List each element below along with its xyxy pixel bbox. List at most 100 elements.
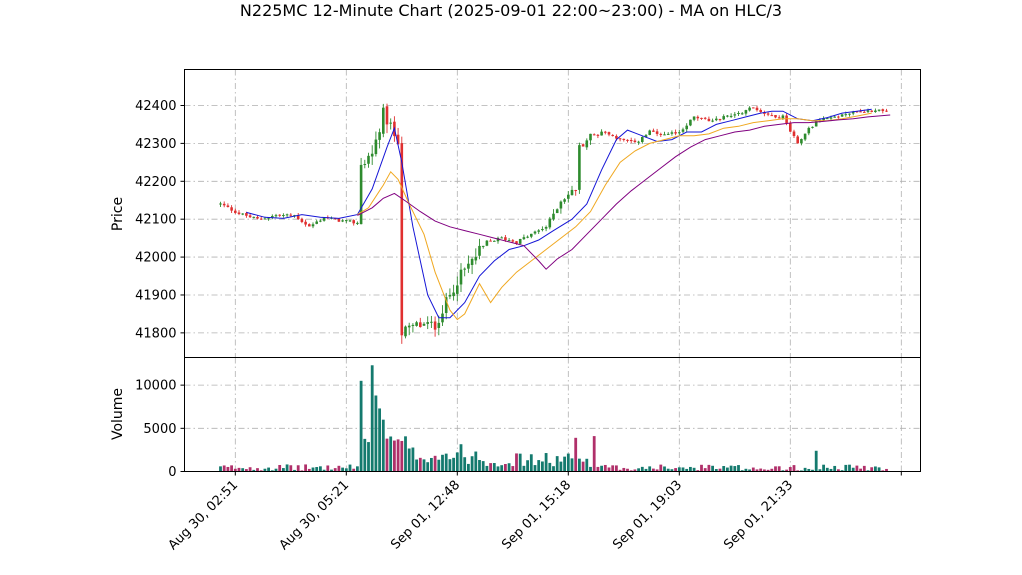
- volume-bar: [655, 469, 659, 472]
- candle-body: [522, 237, 526, 240]
- volume-bar: [455, 452, 459, 472]
- volume-bar: [803, 467, 807, 472]
- volume-bar: [407, 448, 411, 472]
- volume-bar: [615, 465, 618, 472]
- volume-bar: [666, 468, 670, 472]
- price-tick-label: 41800: [135, 326, 176, 341]
- volume-bar: [796, 470, 800, 472]
- volume-bar: [448, 459, 452, 472]
- volume-bar: [618, 469, 622, 472]
- candle-body: [607, 132, 611, 135]
- candle-body: [370, 153, 374, 157]
- candle-body: [382, 107, 385, 134]
- volume-bar: [811, 469, 814, 472]
- volume-tick-label: 0: [168, 465, 176, 480]
- volume-bar: [289, 465, 293, 472]
- volume-bar: [600, 465, 603, 472]
- candle-body: [419, 322, 422, 328]
- candle-body: [737, 112, 740, 114]
- candle-body: [537, 230, 540, 232]
- volume-bar: [714, 469, 718, 472]
- candle-body: [422, 323, 426, 326]
- candle-body: [752, 107, 755, 109]
- volume-bar: [259, 470, 263, 472]
- volume-bar: [541, 461, 544, 472]
- candle-body: [848, 113, 851, 115]
- candle-body: [282, 215, 285, 217]
- candle-body: [715, 118, 718, 121]
- candle-body: [777, 117, 781, 119]
- candle-body: [234, 210, 237, 213]
- candle-body: [796, 136, 799, 144]
- volume-bar: [422, 459, 426, 472]
- moving-average-line: [357, 112, 872, 321]
- volume-bar: [659, 464, 663, 472]
- volume-bar: [707, 464, 711, 472]
- volume-bars: [219, 365, 888, 472]
- volume-bar: [411, 447, 415, 472]
- volume-bar: [559, 461, 563, 472]
- candle-body: [504, 237, 507, 241]
- candle-body: [478, 245, 481, 256]
- candle-body: [866, 110, 870, 112]
- volume-bar: [751, 467, 755, 472]
- volume-bar: [533, 465, 537, 472]
- candle-body: [755, 107, 759, 111]
- volume-bar: [529, 454, 533, 472]
- volume-bar: [500, 465, 504, 472]
- volume-bar: [267, 467, 270, 472]
- volume-bar: [352, 468, 356, 472]
- volume-bar: [219, 466, 222, 472]
- volume-bar: [885, 468, 888, 472]
- candle-body: [256, 216, 259, 219]
- candle-body: [444, 297, 448, 313]
- price-tick-label: 42100: [135, 213, 176, 228]
- volume-bar: [611, 465, 615, 472]
- volume-bar: [792, 465, 796, 472]
- volume-bar: [389, 436, 393, 472]
- volume-bar: [840, 470, 844, 472]
- candle-body: [774, 114, 777, 118]
- volume-bar: [222, 465, 226, 472]
- volume-bar: [363, 438, 367, 472]
- candle-body: [574, 190, 577, 192]
- candle-body: [481, 245, 485, 247]
- candle-body: [652, 130, 655, 132]
- candle-body: [396, 134, 400, 145]
- candle-body: [689, 119, 692, 126]
- volume-bar: [829, 468, 833, 472]
- candle-body: [700, 117, 703, 119]
- volume-bar: [629, 470, 633, 472]
- candle-body: [770, 115, 774, 117]
- volume-bar: [237, 467, 241, 472]
- candle-body: [792, 131, 796, 137]
- candle-body: [548, 218, 552, 228]
- candle-body: [400, 143, 404, 336]
- candle-body: [578, 145, 581, 190]
- candle-body: [826, 118, 829, 120]
- candle-body: [352, 220, 355, 224]
- price-tick-label: 42300: [135, 137, 176, 152]
- candle-body: [389, 122, 392, 124]
- candle-body: [567, 194, 570, 199]
- volume-bar: [689, 466, 692, 472]
- candle-body: [219, 203, 222, 205]
- candle-body: [518, 238, 522, 244]
- volume-bar: [356, 466, 359, 472]
- volume-bar: [555, 456, 559, 472]
- volume-bar: [293, 469, 296, 472]
- volume-bar: [563, 456, 566, 472]
- candle-body: [685, 125, 688, 130]
- volume-bar: [607, 467, 611, 472]
- candle-body: [411, 324, 415, 326]
- volume-bar: [315, 467, 319, 472]
- candle-body: [733, 114, 737, 116]
- volume-bar: [774, 466, 777, 472]
- candle-body: [552, 213, 555, 220]
- volume-bar: [637, 468, 640, 472]
- candle-body: [274, 215, 278, 217]
- candle-body: [348, 220, 352, 222]
- price-y-axis: 41800 41900 42000 42100 42200 42300 42400: [135, 99, 185, 341]
- volume-bar: [511, 466, 515, 472]
